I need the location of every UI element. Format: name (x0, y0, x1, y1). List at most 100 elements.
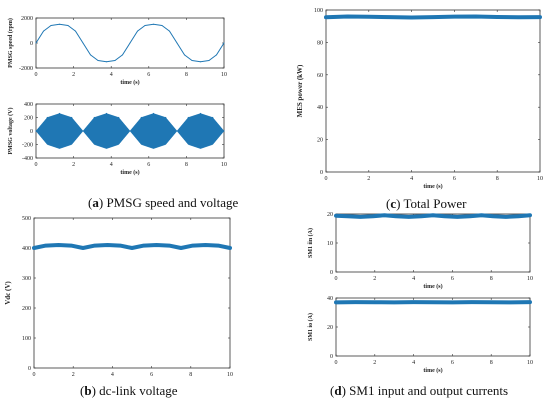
data-point (518, 16, 520, 18)
data-point (119, 245, 121, 247)
data-point (325, 16, 327, 18)
x-tick-label: 4 (110, 162, 113, 168)
data-point (335, 215, 337, 217)
y-tick-label: 2000 (21, 16, 33, 22)
y-tick-label: -400 (22, 156, 33, 162)
y-tick-label: 300 (22, 276, 31, 282)
x-tick-label: 2 (72, 72, 75, 78)
data-point (374, 301, 376, 303)
data-point (490, 301, 492, 303)
data-point (444, 215, 446, 217)
data-point (539, 16, 541, 18)
data-point (505, 216, 507, 218)
x-tick-label: 0 (335, 276, 338, 282)
data-point (131, 247, 133, 249)
data-point (451, 301, 453, 303)
data-point (168, 30, 170, 32)
x-tick-label: 6 (451, 276, 454, 282)
data-point (143, 245, 145, 247)
y-tick-label: 400 (22, 246, 31, 252)
x-tick-label: 8 (189, 372, 192, 378)
x-tick-label: 6 (453, 176, 456, 182)
data-point (208, 60, 210, 61)
data-point (200, 61, 201, 63)
data-point (82, 247, 84, 249)
data-point (481, 214, 482, 216)
data-point (199, 112, 202, 115)
x-tick-label: 4 (412, 360, 415, 366)
data-point (46, 116, 48, 119)
y-tick-label: -200 (22, 143, 33, 149)
x-tick-label: 8 (185, 72, 188, 78)
x-tick-label: 2 (373, 276, 376, 282)
data-point (180, 247, 182, 249)
x-tick-label: 10 (537, 176, 543, 182)
y-tick-label: 0 (330, 270, 333, 276)
data-point (156, 244, 157, 246)
y-tick-label: 20 (327, 325, 333, 331)
data-point (529, 214, 531, 216)
y-tick-label: 500 (22, 216, 31, 222)
plot-frame (33, 217, 231, 369)
x-tick-label: 8 (496, 176, 499, 182)
y-axis-label: Vdc (V) (4, 281, 12, 305)
x-axis-label: time (s) (120, 79, 139, 86)
data-point (432, 16, 434, 18)
x-tick-label: 2 (72, 372, 75, 378)
data-point (187, 116, 189, 119)
x-tick-label: 6 (147, 72, 150, 78)
x-tick-label: 10 (221, 162, 227, 168)
data-point (152, 112, 155, 115)
data-point (395, 215, 397, 217)
data-point (71, 116, 73, 119)
sm1-input-current-chart: 0 2 4 6 8 10 0 10 20 time (s) SM1 iin (A) (307, 212, 533, 290)
data-point (165, 116, 167, 119)
x-axis-label: time (s) (120, 169, 139, 176)
x-tick-label: 0 (335, 360, 338, 366)
data-point (389, 16, 391, 18)
data-point (35, 130, 37, 132)
data-point (67, 25, 69, 26)
data-point (45, 245, 47, 247)
data-point (212, 116, 214, 119)
plot-frame (335, 297, 531, 357)
y-axis-label: PMSG voltage (V) (7, 108, 14, 155)
x-tick-label: 0 (325, 176, 328, 182)
plot-frame (335, 213, 531, 273)
x-tick-label: 4 (111, 372, 114, 378)
data-point (408, 216, 410, 218)
data-point (105, 112, 108, 115)
data-point (411, 16, 413, 18)
data-point (368, 16, 370, 18)
plot-frame (325, 9, 541, 173)
x-tick-label: 4 (412, 276, 415, 282)
data-point (97, 60, 99, 61)
data-point (223, 130, 225, 132)
data-point (469, 215, 471, 217)
data-point (107, 244, 108, 246)
data-point (168, 245, 170, 247)
data-point (229, 247, 231, 249)
x-tick-label: 0 (35, 162, 38, 168)
y-tick-label: 20 (327, 212, 333, 218)
y-tick-label: 0 (30, 41, 33, 47)
y-tick-label: 40 (317, 105, 323, 111)
data-point (58, 112, 61, 115)
data-point (517, 215, 519, 217)
y-tick-label: 10 (327, 241, 333, 247)
y-tick-label: 200 (24, 116, 33, 122)
data-point (492, 215, 494, 217)
data-point (217, 245, 219, 247)
data-point (335, 301, 337, 303)
data-point (347, 215, 349, 217)
y-axis-label: SM1 iin (A) (307, 228, 314, 258)
x-tick-label: 8 (490, 276, 493, 282)
data-point (215, 54, 217, 56)
data-point (372, 215, 374, 217)
data-point (82, 130, 84, 132)
y-tick-label: 0 (28, 366, 31, 372)
data-point (118, 116, 120, 119)
x-axis-label: time (s) (423, 183, 442, 190)
